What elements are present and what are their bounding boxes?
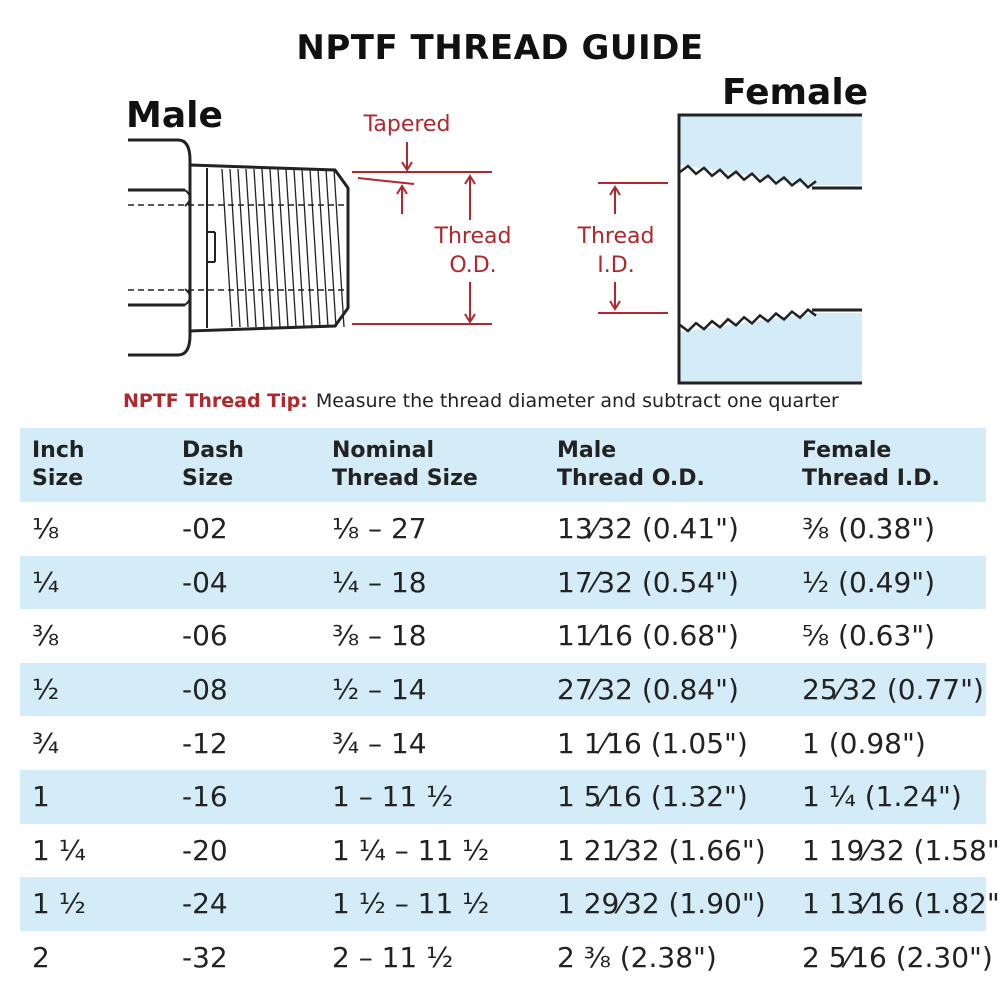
- cell-female-thread-id: 25⁄32 (0.77"): [802, 673, 984, 707]
- cell-female-thread-id: ½ (0.49"): [802, 565, 936, 599]
- header-female-thread-id: Female Thread I.D.: [802, 438, 940, 491]
- cell-dash-size: -16: [182, 780, 228, 814]
- cell-dash-size: -02: [182, 512, 228, 546]
- cell-nominal-thread-size: ¼ – 18: [332, 565, 427, 599]
- cell-inch-size: 2: [32, 941, 50, 975]
- cell-nominal-thread-size: ½ – 14: [332, 673, 427, 707]
- cell-female-thread-id: ⅜ (0.38"): [802, 512, 936, 546]
- thread-tip: NPTF Thread Tip: Measure the thread diame…: [123, 390, 839, 412]
- table-row: 1 -16 1 – 11 ½ 1 5⁄16 (1.32") 1 ¼ (1.24"): [20, 769, 986, 824]
- cell-female-thread-id: 2 5⁄16 (2.30"): [802, 941, 993, 975]
- female-label: Female: [722, 72, 869, 113]
- table-header-row: Inch Size Dash Size Nominal Thread Size Mal…: [20, 428, 986, 502]
- table-row: ¾ -12 ¾ – 14 1 1⁄16 (1.05") 1 (0.98"): [20, 716, 986, 770]
- table-row: ¼ -04 ¼ – 18 17⁄32 (0.54") ½ (0.49"): [20, 555, 986, 610]
- cell-dash-size: -32: [182, 941, 228, 975]
- table-row: 1 ½ -24 1 ½ – 11 ½ 1 29⁄32 (1.90") 1 13⁄16 (…: [20, 877, 1000, 931]
- cell-female-thread-id: ⅝ (0.63"): [802, 619, 936, 653]
- cell-nominal-thread-size: ¾ – 14: [332, 726, 427, 760]
- thread-size-table: Inch Size Dash Size Nominal Thread Size Mal…: [20, 428, 1000, 985]
- cell-inch-size: ⅜: [32, 619, 60, 653]
- cell-inch-size: 1 ½: [32, 887, 86, 921]
- cell-male-thread-od: 27⁄32 (0.84"): [557, 673, 739, 707]
- cell-inch-size: 1: [32, 780, 50, 814]
- thread-id-label-line2: I.D.: [597, 253, 634, 278]
- table-row: ½ -08 ½ – 14 27⁄32 (0.84") 25⁄32 (0.77"): [20, 662, 986, 717]
- cell-dash-size: -12: [182, 726, 228, 760]
- dimension-lines: [352, 142, 668, 325]
- cell-male-thread-od: 1 5⁄16 (1.32"): [557, 780, 748, 814]
- thread-tip-lead: NPTF Thread Tip:: [123, 390, 308, 412]
- table-row: 2 -32 2 – 11 ½ 2 ⅜ (2.38") 2 5⁄16 (2.30"): [20, 931, 993, 985]
- cell-male-thread-od: 13⁄32 (0.41"): [557, 512, 739, 546]
- cell-nominal-thread-size: 1 ½ – 11 ½: [332, 887, 490, 921]
- male-fitting: [128, 138, 350, 357]
- cell-inch-size: 1 ¼: [32, 833, 86, 867]
- cell-dash-size: -24: [182, 887, 228, 921]
- header-nominal-thread-size: Nominal Thread Size: [332, 438, 478, 491]
- thread-od-label-line1: Thread: [434, 224, 512, 249]
- thread-od-label-line2: O.D.: [449, 253, 496, 278]
- table-row: ⅛ -02 ⅛ – 27 13⁄32 (0.41") ⅜ (0.38"): [20, 502, 986, 556]
- table-row: ⅜ -06 ⅜ – 18 11⁄16 (0.68") ⅝ (0.63"): [20, 609, 986, 663]
- cell-inch-size: ¾: [32, 726, 60, 760]
- header-dash-size: Dash Size: [182, 438, 244, 491]
- cell-male-thread-od: 1 21⁄32 (1.66"): [557, 833, 766, 867]
- cell-dash-size: -04: [182, 565, 228, 599]
- cell-female-thread-id: 1 ¼ (1.24"): [802, 780, 962, 814]
- cell-male-thread-od: 17⁄32 (0.54"): [557, 565, 739, 599]
- cell-male-thread-od: 11⁄16 (0.68"): [557, 619, 739, 653]
- cell-female-thread-id: 1 (0.98"): [802, 726, 926, 760]
- cell-female-thread-id: 1 19⁄32 (1.58"): [802, 833, 1000, 867]
- cell-nominal-thread-size: 1 – 11 ½: [332, 780, 454, 814]
- page-title: NPTF THREAD GUIDE: [296, 28, 704, 68]
- female-fitting: [677, 113, 862, 385]
- cell-dash-size: -20: [182, 833, 228, 867]
- cell-nominal-thread-size: 2 – 11 ½: [332, 941, 454, 975]
- cell-female-thread-id: 1 13⁄16 (1.82"): [802, 887, 1000, 921]
- table-row: 1 ¼ -20 1 ¼ – 11 ½ 1 21⁄32 (1.66") 1 19⁄32 (…: [20, 824, 1000, 878]
- tapered-label: Tapered: [363, 112, 451, 137]
- cell-male-thread-od: 1 29⁄32 (1.90"): [557, 887, 766, 921]
- cell-male-thread-od: 2 ⅜ (2.38"): [557, 941, 717, 975]
- cell-inch-size: ½: [32, 673, 60, 707]
- cell-nominal-thread-size: ⅜ – 18: [332, 619, 427, 653]
- cell-nominal-thread-size: 1 ¼ – 11 ½: [332, 833, 490, 867]
- thread-tip-text: Measure the thread diameter and subtract…: [315, 390, 839, 412]
- thread-diagram: Tapered Thread O.D. Thread I.D.: [128, 112, 862, 385]
- cell-male-thread-od: 1 1⁄16 (1.05"): [557, 726, 748, 760]
- cell-dash-size: -08: [182, 673, 228, 707]
- cell-inch-size: ⅛: [32, 512, 60, 546]
- header-inch-size: Inch Size: [32, 438, 85, 491]
- male-thread-hatching: [221, 168, 345, 328]
- cell-dash-size: -06: [182, 619, 228, 653]
- header-male-thread-od: Male Thread O.D.: [557, 438, 705, 491]
- male-label: Male: [126, 95, 223, 136]
- cell-inch-size: ¼: [32, 565, 60, 599]
- cell-nominal-thread-size: ⅛ – 27: [332, 512, 427, 546]
- thread-id-label-line1: Thread: [577, 224, 655, 249]
